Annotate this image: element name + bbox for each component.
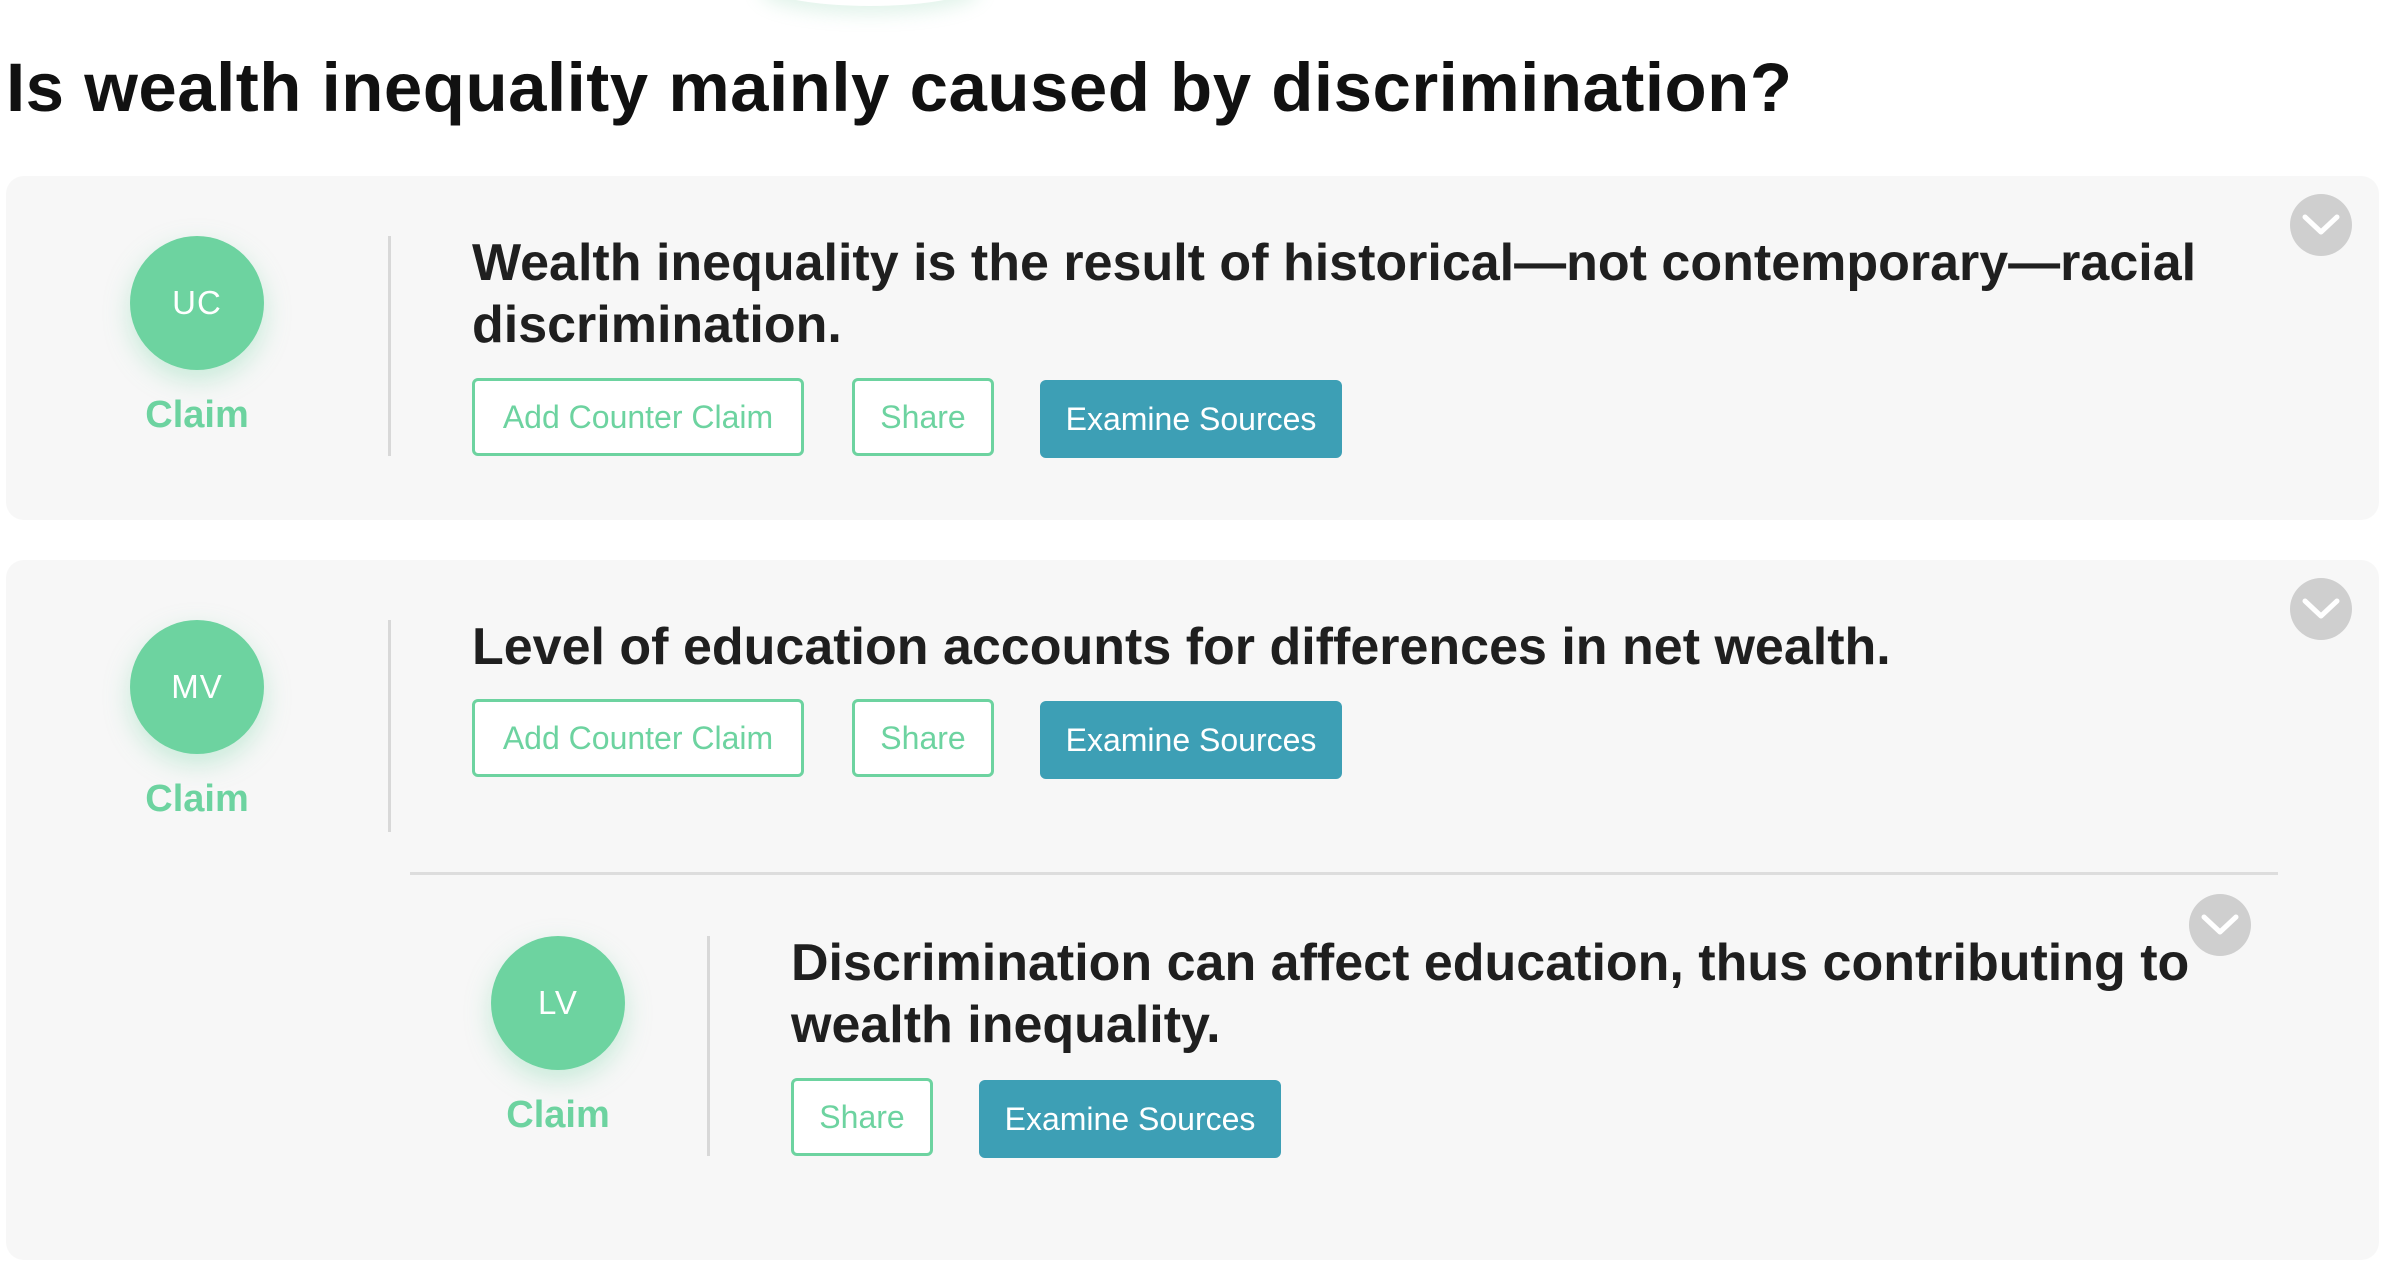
vertical-divider	[388, 236, 391, 456]
share-button[interactable]: Share	[852, 378, 994, 456]
share-button[interactable]: Share	[791, 1078, 933, 1156]
claim-text: Level of education accounts for differen…	[472, 618, 1891, 676]
vertical-divider	[707, 936, 710, 1156]
chevron-down-icon	[2201, 914, 2239, 935]
expand-toggle[interactable]	[2290, 578, 2352, 640]
chevron-down-icon	[2302, 598, 2340, 619]
counter-claim-divider	[410, 872, 2278, 875]
add-counter-claim-button[interactable]: Add Counter Claim	[472, 378, 804, 456]
claim-card: MV Claim Level of education accounts for…	[6, 560, 2379, 1260]
claim-card: UC Claim Wealth inequality is the result…	[6, 176, 2379, 520]
examine-sources-button[interactable]: Examine Sources	[1040, 701, 1342, 779]
avatar-initials: UC	[172, 284, 222, 321]
page-title: Is wealth inequality mainly caused by di…	[6, 49, 1793, 126]
avatar: UC	[130, 236, 264, 370]
avatar: MV	[130, 620, 264, 754]
top-decorative-shadow	[760, 0, 980, 6]
claim-type-label: Claim	[506, 1094, 610, 1136]
expand-toggle[interactable]	[2189, 894, 2251, 956]
add-counter-claim-button[interactable]: Add Counter Claim	[472, 699, 804, 777]
share-button[interactable]: Share	[852, 699, 994, 777]
vertical-divider	[388, 620, 391, 832]
claim-text: Discrimination can affect education, thu…	[791, 934, 2190, 1054]
avatar: LV	[491, 936, 625, 1070]
examine-sources-button[interactable]: Examine Sources	[1040, 380, 1342, 458]
avatar-initials: LV	[538, 984, 578, 1021]
claim-text: Wealth inequality is the result of histo…	[472, 234, 2197, 354]
expand-toggle[interactable]	[2290, 194, 2352, 256]
claim-type-label: Claim	[145, 778, 249, 820]
examine-sources-button[interactable]: Examine Sources	[979, 1080, 1281, 1158]
chevron-down-icon	[2302, 214, 2340, 235]
claim-type-label: Claim	[145, 394, 249, 436]
avatar-initials: MV	[171, 668, 223, 705]
